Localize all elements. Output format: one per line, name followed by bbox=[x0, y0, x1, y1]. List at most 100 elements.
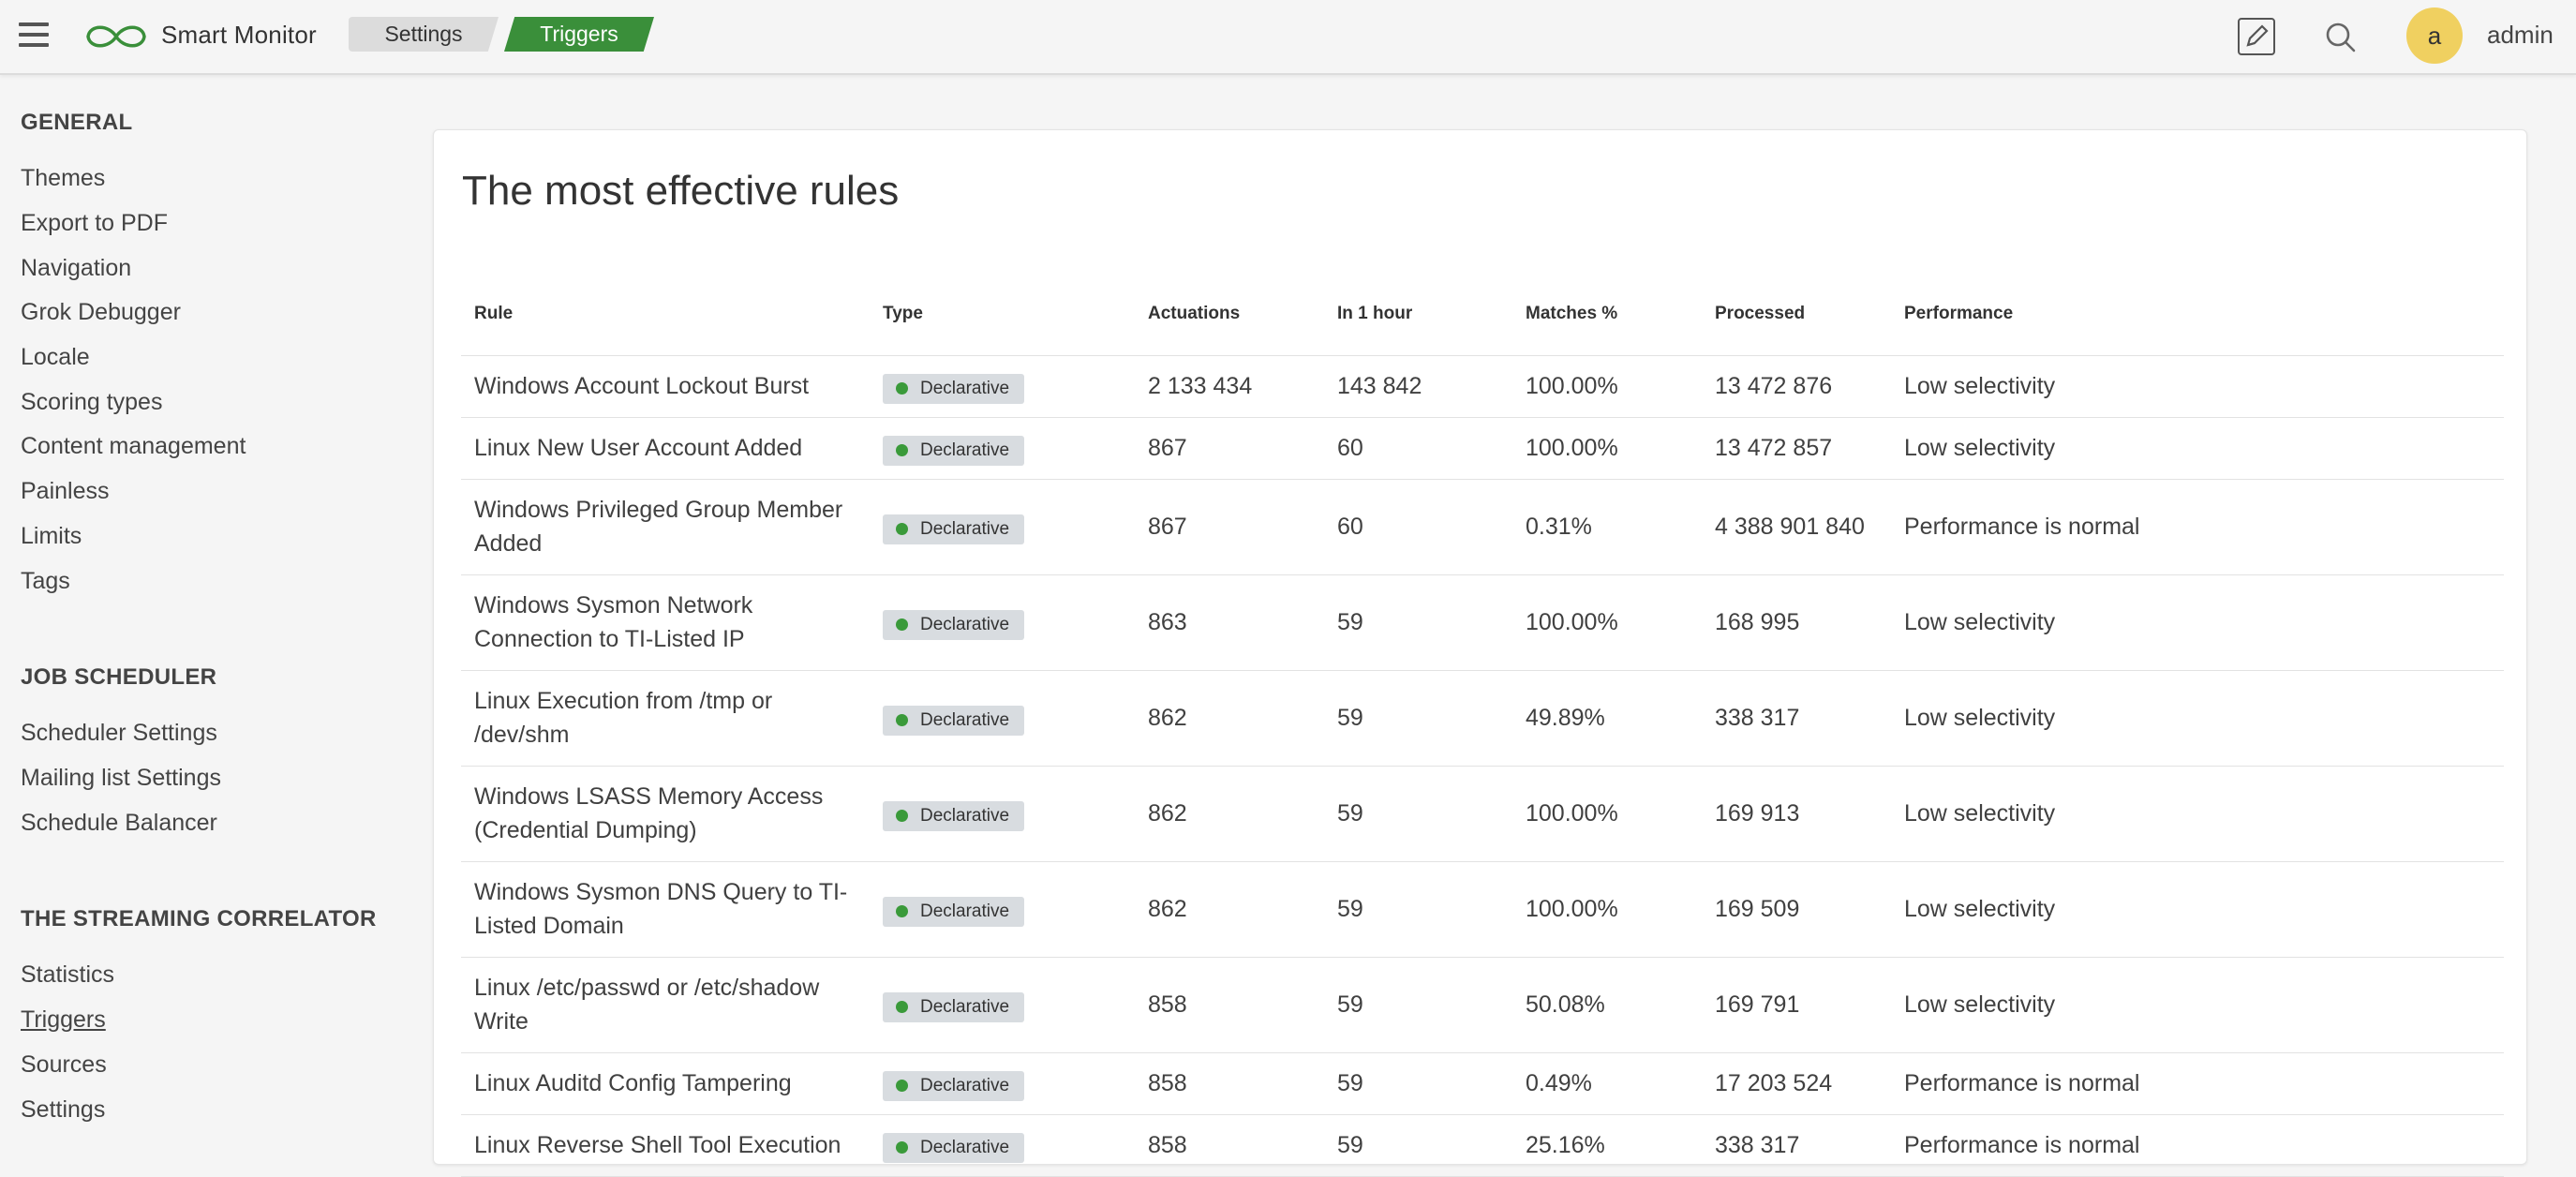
table-row[interactable]: Linux /etc/passwd or /etc/shadow Write D… bbox=[461, 957, 2504, 1053]
username[interactable]: admin bbox=[2487, 21, 2554, 49]
actuations-cell: 862 bbox=[1135, 861, 1324, 958]
sidebar-item-export-to-pdf[interactable]: Export to PDF bbox=[21, 210, 168, 236]
matches-cell: 100.00% bbox=[1512, 574, 1702, 671]
matches-cell: 100.00% bbox=[1512, 861, 1702, 958]
sidebar-item-content-management[interactable]: Content management bbox=[21, 433, 246, 459]
table-row[interactable]: Windows Account Lockout Burst Declarativ… bbox=[461, 355, 2504, 418]
actuations-cell: 2 133 434 bbox=[1135, 355, 1324, 418]
in-1-hour-cell: 59 bbox=[1324, 1052, 1512, 1115]
table-row[interactable]: Linux Auditd Config Tampering Declarativ… bbox=[461, 1052, 2504, 1115]
rule-name[interactable]: Windows Account Lockout Burst bbox=[461, 355, 870, 418]
status-dot-icon bbox=[896, 1140, 908, 1154]
processed-cell: 13 472 876 bbox=[1702, 355, 1891, 418]
rule-name[interactable]: Linux /etc/passwd or /etc/shadow Write bbox=[461, 957, 870, 1053]
performance-cell: Performance is normal bbox=[1891, 1114, 2504, 1177]
sidebar-item-limits[interactable]: Limits bbox=[21, 523, 82, 549]
performance-cell: Low selectivity bbox=[1891, 957, 2504, 1053]
column-header-type[interactable]: Type bbox=[870, 273, 1135, 356]
type-badge: Declarative bbox=[883, 1070, 1025, 1101]
sidebar-item-settings[interactable]: Settings bbox=[21, 1096, 106, 1123]
processed-cell: 17 203 524 bbox=[1702, 1052, 1891, 1115]
processed-cell: 338 317 bbox=[1702, 670, 1891, 767]
user-avatar[interactable]: a bbox=[2406, 7, 2463, 64]
type-badge: Declarative bbox=[883, 896, 1025, 927]
sidebar-item-locale[interactable]: Locale bbox=[21, 344, 90, 370]
actuations-cell: 862 bbox=[1135, 670, 1324, 767]
in-1-hour-cell: 143 842 bbox=[1324, 355, 1512, 418]
status-dot-icon bbox=[896, 381, 908, 395]
rule-name[interactable]: Windows LSASS Memory Access (Credential … bbox=[461, 766, 870, 862]
column-header-performance[interactable]: Performance bbox=[1891, 273, 2504, 356]
sidebar-item-schedule-balancer[interactable]: Schedule Balancer bbox=[21, 810, 217, 836]
table-row[interactable]: Linux Reverse Shell Tool Execution Decla… bbox=[461, 1114, 2504, 1177]
table-row[interactable]: Windows Sysmon Network Connection to TI-… bbox=[461, 574, 2504, 671]
matches-cell: 0.31% bbox=[1512, 479, 1702, 575]
column-header-rule[interactable]: Rule bbox=[461, 273, 870, 356]
sidebar-item-navigation[interactable]: Navigation bbox=[21, 255, 132, 281]
in-1-hour-cell: 59 bbox=[1324, 670, 1512, 767]
matches-cell: 25.16% bbox=[1512, 1114, 1702, 1177]
table-row[interactable]: Windows LSASS Memory Access (Credential … bbox=[461, 766, 2504, 862]
rule-name[interactable]: Windows Privileged Group Member Added bbox=[461, 479, 870, 575]
sidebar-item-painless[interactable]: Painless bbox=[21, 478, 110, 504]
sidebar: GENERAL Themes Export to PDF Navigation … bbox=[0, 75, 412, 1176]
table-row[interactable]: Linux New User Account Added Declarative… bbox=[461, 417, 2504, 480]
search-icon[interactable] bbox=[2322, 19, 2360, 56]
rule-name[interactable]: Linux New User Account Added bbox=[461, 417, 870, 480]
column-header-in-1-hour[interactable]: In 1 hour bbox=[1324, 273, 1512, 356]
actuations-cell: 867 bbox=[1135, 479, 1324, 575]
sidebar-item-triggers[interactable]: Triggers bbox=[21, 1006, 106, 1033]
infinity-logo-icon[interactable] bbox=[81, 19, 152, 54]
matches-cell: 49.89% bbox=[1512, 670, 1702, 767]
column-header-actuations[interactable]: Actuations bbox=[1135, 273, 1324, 356]
top-bar: Smart Monitor Settings Triggers a admin bbox=[0, 0, 2576, 75]
sidebar-section-job-scheduler: JOB SCHEDULER bbox=[21, 664, 217, 690]
table-header-row: Rule Type Actuations In 1 hour Matches %… bbox=[461, 273, 2504, 356]
sidebar-item-scoring-types[interactable]: Scoring types bbox=[21, 389, 163, 415]
status-dot-icon bbox=[896, 522, 908, 535]
rule-name[interactable]: Windows Sysmon Network Connection to TI-… bbox=[461, 574, 870, 671]
breadcrumb-triggers[interactable]: Triggers bbox=[504, 17, 654, 52]
status-dot-icon bbox=[896, 1079, 908, 1092]
processed-cell: 169 509 bbox=[1702, 861, 1891, 958]
in-1-hour-cell: 59 bbox=[1324, 1114, 1512, 1177]
actuations-cell: 858 bbox=[1135, 1052, 1324, 1115]
processed-cell: 13 472 857 bbox=[1702, 417, 1891, 480]
sidebar-item-tags[interactable]: Tags bbox=[21, 568, 70, 594]
sidebar-item-grok-debugger[interactable]: Grok Debugger bbox=[21, 299, 181, 325]
rule-name[interactable]: Windows Sysmon DNS Query to TI-Listed Do… bbox=[461, 861, 870, 958]
table-row[interactable]: Windows Sysmon DNS Query to TI-Listed Do… bbox=[461, 861, 2504, 958]
app-name[interactable]: Smart Monitor bbox=[161, 21, 317, 49]
edit-icon[interactable] bbox=[2238, 18, 2275, 55]
sidebar-item-themes[interactable]: Themes bbox=[21, 165, 106, 191]
sidebar-item-scheduler-settings[interactable]: Scheduler Settings bbox=[21, 720, 217, 746]
performance-cell: Low selectivity bbox=[1891, 417, 2504, 480]
performance-cell: Performance is normal bbox=[1891, 479, 2504, 575]
status-dot-icon bbox=[896, 618, 908, 631]
column-header-matches[interactable]: Matches % bbox=[1512, 273, 1702, 356]
processed-cell: 338 317 bbox=[1702, 1114, 1891, 1177]
table-row[interactable]: Linux Execution from /tmp or /dev/shm De… bbox=[461, 670, 2504, 767]
status-dot-icon bbox=[896, 904, 908, 917]
in-1-hour-cell: 59 bbox=[1324, 861, 1512, 958]
in-1-hour-cell: 60 bbox=[1324, 479, 1512, 575]
matches-cell: 100.00% bbox=[1512, 766, 1702, 862]
in-1-hour-cell: 59 bbox=[1324, 766, 1512, 862]
actuations-cell: 858 bbox=[1135, 957, 1324, 1053]
table-row[interactable]: Windows Privileged Group Member Added De… bbox=[461, 479, 2504, 575]
breadcrumb-settings[interactable]: Settings bbox=[349, 17, 499, 52]
sidebar-section-streaming-correlator: THE STREAMING CORRELATOR bbox=[21, 906, 377, 931]
status-dot-icon bbox=[896, 713, 908, 726]
type-badge: Declarative bbox=[883, 514, 1025, 544]
processed-cell: 4 388 901 840 bbox=[1702, 479, 1891, 575]
sidebar-item-sources[interactable]: Sources bbox=[21, 1051, 107, 1078]
rule-name[interactable]: Linux Reverse Shell Tool Execution bbox=[461, 1114, 870, 1177]
hamburger-menu-icon[interactable] bbox=[19, 22, 49, 47]
type-badge: Declarative bbox=[883, 991, 1025, 1022]
column-header-processed[interactable]: Processed bbox=[1702, 273, 1891, 356]
performance-cell: Low selectivity bbox=[1891, 670, 2504, 767]
sidebar-item-mailing-list-settings[interactable]: Mailing list Settings bbox=[21, 765, 221, 791]
rule-name[interactable]: Linux Auditd Config Tampering bbox=[461, 1052, 870, 1115]
sidebar-item-statistics[interactable]: Statistics bbox=[21, 961, 115, 988]
rule-name[interactable]: Linux Execution from /tmp or /dev/shm bbox=[461, 670, 870, 767]
